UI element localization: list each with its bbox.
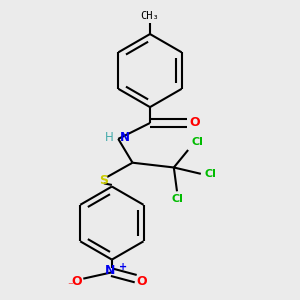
Text: ⁻: ⁻ — [67, 282, 73, 292]
Text: N: N — [105, 264, 116, 277]
Text: O: O — [72, 275, 82, 288]
Text: H: H — [105, 131, 113, 144]
Text: CH₃: CH₃ — [141, 11, 159, 21]
Text: Cl: Cl — [204, 169, 216, 179]
Text: O: O — [190, 116, 200, 129]
Text: Cl: Cl — [191, 137, 203, 147]
Text: S: S — [99, 174, 108, 187]
Text: N: N — [120, 131, 130, 144]
Text: +: + — [119, 262, 127, 272]
Text: O: O — [137, 275, 147, 288]
Text: Cl: Cl — [171, 194, 183, 205]
